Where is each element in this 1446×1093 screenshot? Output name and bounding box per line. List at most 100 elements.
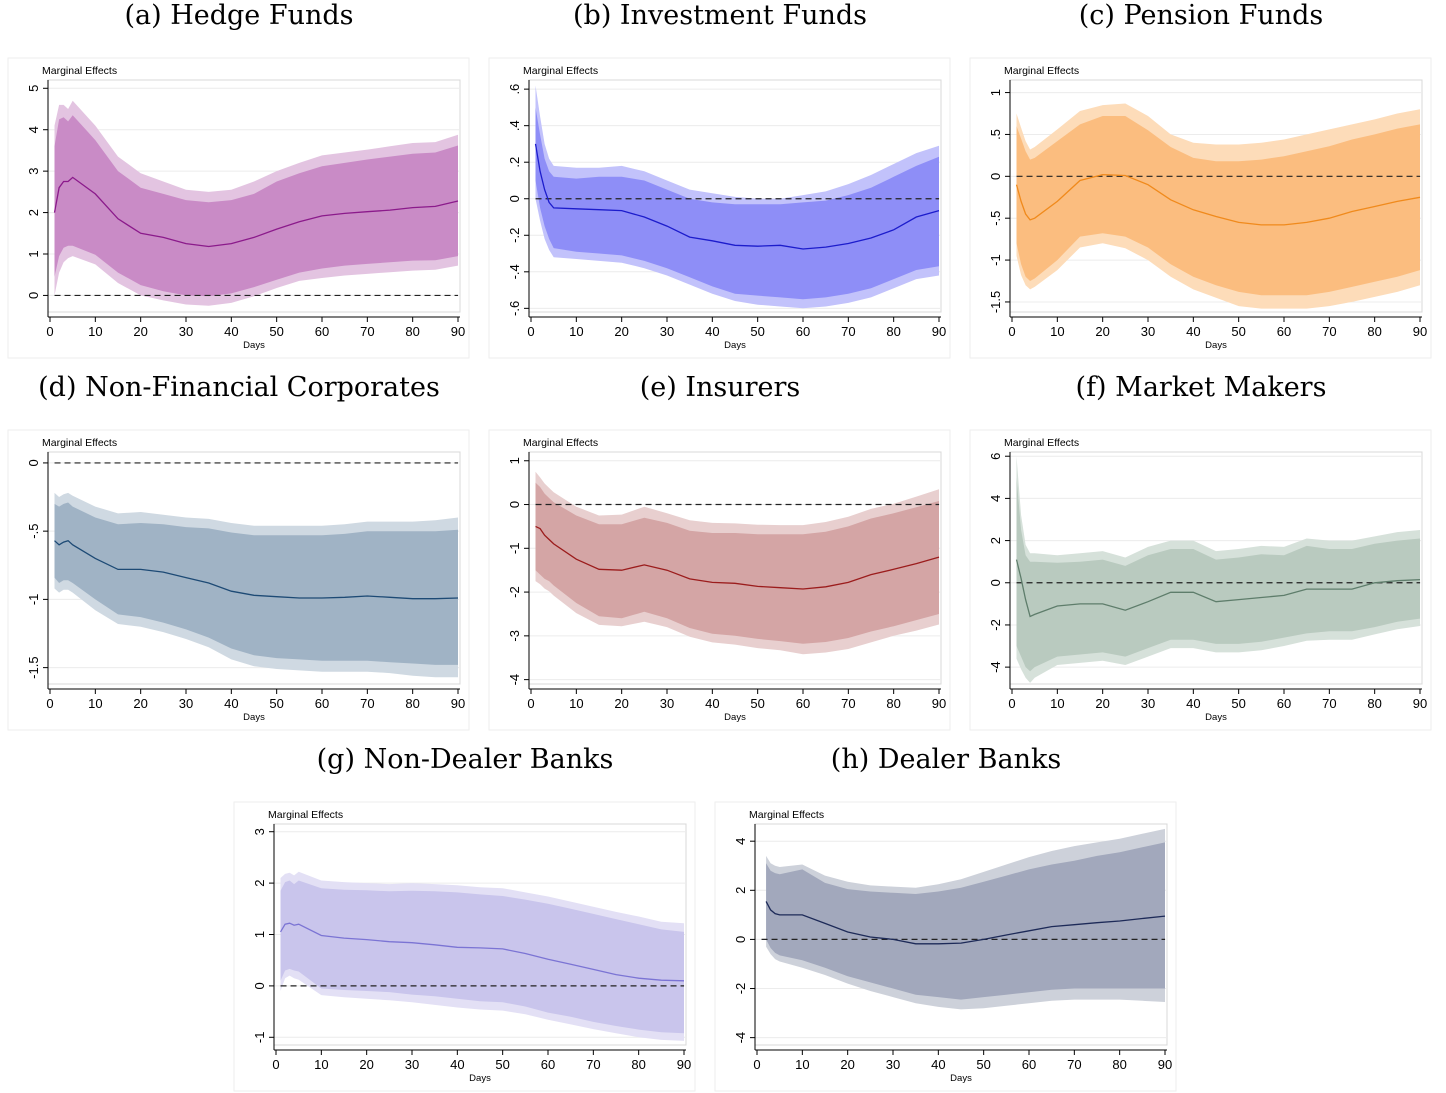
y-tick-label: 2: [733, 887, 748, 894]
y-tick-label: 2: [252, 879, 267, 886]
x-tick-label: 40: [705, 696, 719, 711]
chart-svg: -1.5 -1 -.5 0 0 10 20 30 40 50 60 70 80 90 Marginal Ef…: [7, 429, 470, 731]
x-tick-label: 60: [1277, 324, 1291, 339]
x-tick-label: 60: [796, 696, 810, 711]
x-axis-label: Days: [243, 712, 265, 723]
x-tick-label: 0: [1008, 696, 1015, 711]
x-tick-label: 80: [886, 324, 900, 339]
ci-inner-band: [54, 502, 458, 665]
x-tick-label: 30: [179, 696, 193, 711]
panel-dealer-banks: (h) Dealer Banks -4 -2 0 2 4 0 10 20 30 40 50 60 70 80…: [714, 744, 1177, 1093]
panel-insurers: (e) Insurers -4 -3 -2 -1 0 1 0 10 20 30 40 50 60 70 80 9…: [488, 372, 951, 732]
x-tick-label: 20: [1095, 324, 1109, 339]
x-tick-label: 20: [840, 1057, 854, 1072]
x-tick-label: 0: [46, 324, 53, 339]
estimate-line: [54, 539, 459, 600]
x-tick-label: 40: [1186, 696, 1200, 711]
y-tick-label: -4: [988, 661, 1003, 673]
y-tick-label: -1: [252, 1032, 267, 1044]
x-tick-label: 70: [360, 324, 374, 339]
x-tick-label: 70: [1067, 1057, 1081, 1072]
x-tick-label: 50: [1231, 324, 1245, 339]
x-tick-label: 60: [315, 696, 329, 711]
x-tick-label: 90: [451, 696, 465, 711]
y-tick-label: 4: [26, 126, 41, 133]
y-tick-label: .5: [988, 129, 1003, 140]
ci-inner-band: [54, 115, 458, 297]
y-tick-label: -1: [26, 594, 41, 606]
x-tick-label: 30: [660, 324, 674, 339]
y-tick-label: 0: [988, 579, 1003, 586]
x-tick-label: 20: [133, 696, 147, 711]
y-tick-label: 1: [26, 250, 41, 257]
y-tick-label: -4: [733, 1032, 748, 1044]
x-tick-label: 80: [405, 696, 419, 711]
x-tick-label: 70: [841, 324, 855, 339]
x-axis-label: Days: [469, 1073, 491, 1084]
panel-non-dealer-banks: (g) Non-Dealer Banks -1 0 1 2 3 0 10 20 30 40 50 60 7…: [233, 744, 696, 1093]
chart-title: Marginal Effects: [749, 809, 824, 821]
x-tick-label: 80: [1112, 1057, 1126, 1072]
x-tick-label: 30: [1141, 696, 1155, 711]
y-tick-label: -.2: [507, 228, 522, 243]
x-tick-label: 10: [1050, 696, 1064, 711]
x-tick-label: 90: [932, 696, 946, 711]
x-tick-label: 90: [677, 1057, 691, 1072]
x-axis-label: Days: [1205, 340, 1227, 351]
x-tick-label: 40: [224, 324, 238, 339]
x-tick-label: 90: [1413, 324, 1427, 339]
x-tick-label: 10: [88, 696, 102, 711]
y-tick-label: -3: [507, 630, 522, 642]
x-tick-label: 50: [269, 696, 283, 711]
y-tick-label: .6: [507, 84, 522, 95]
y-tick-label: 0: [507, 501, 522, 508]
x-tick-label: 90: [451, 324, 465, 339]
panel-caption: (a) Hedge Funds: [124, 0, 354, 31]
x-tick-label: 10: [1050, 324, 1064, 339]
x-tick-label: 10: [314, 1057, 328, 1072]
x-tick-label: 50: [750, 696, 764, 711]
x-tick-label: 30: [405, 1057, 419, 1072]
y-tick-label: -.4: [507, 264, 522, 279]
x-tick-label: 90: [1158, 1057, 1172, 1072]
x-tick-label: 20: [1095, 696, 1109, 711]
y-tick-label: -1: [988, 254, 1003, 266]
panel-caption: (e) Insurers: [639, 372, 801, 403]
chart-svg: -1.5-1-.50.510 10 20 30 40 50 60 70 80 90Marginal…: [969, 57, 1432, 359]
x-tick-label: 80: [405, 324, 419, 339]
chart-svg: -.6 -.4 -.2 0 .2 .4 .6 0 10 20 30 40 50 60 70 80 90 Margi…: [488, 57, 951, 359]
x-tick-label: 60: [796, 324, 810, 339]
x-tick-label: 0: [1008, 324, 1015, 339]
y-tick-label: 0: [988, 173, 1003, 180]
x-tick-label: 0: [527, 324, 534, 339]
x-tick-label: 60: [1277, 696, 1291, 711]
y-tick-label: 1: [988, 89, 1003, 96]
estimate-line: [534, 143, 940, 250]
y-tick-label: 0: [26, 292, 41, 299]
y-tick-label: 0: [733, 936, 748, 943]
ci-inner-band: [1016, 477, 1420, 672]
x-tick-label: 80: [631, 1057, 645, 1072]
x-tick-label: 30: [660, 696, 674, 711]
chart-title: Marginal Effects: [523, 65, 598, 77]
x-tick-label: 0: [46, 696, 53, 711]
x-tick-label: 0: [272, 1057, 279, 1072]
y-tick-label: .2: [507, 157, 522, 168]
panel-caption: (g) Non-Dealer Banks: [316, 744, 614, 775]
x-tick-label: 60: [315, 324, 329, 339]
y-tick-label: -.5: [26, 524, 41, 539]
panel-non-financial-corporates: (d) Non-Financial Corporates -1.5 -1 -.5 0 0 1…: [7, 372, 470, 732]
y-tick-label: -4: [507, 674, 522, 686]
y-tick-label: -1: [507, 543, 522, 555]
panel-caption: (h) Dealer Banks: [830, 744, 1062, 775]
estimate-line: [1015, 173, 1421, 226]
chart-title: Marginal Effects: [42, 437, 117, 449]
x-tick-label: 80: [886, 696, 900, 711]
panel-caption: (d) Non-Financial Corporates: [38, 372, 440, 403]
x-tick-label: 50: [976, 1057, 990, 1072]
x-tick-label: 80: [1367, 696, 1381, 711]
